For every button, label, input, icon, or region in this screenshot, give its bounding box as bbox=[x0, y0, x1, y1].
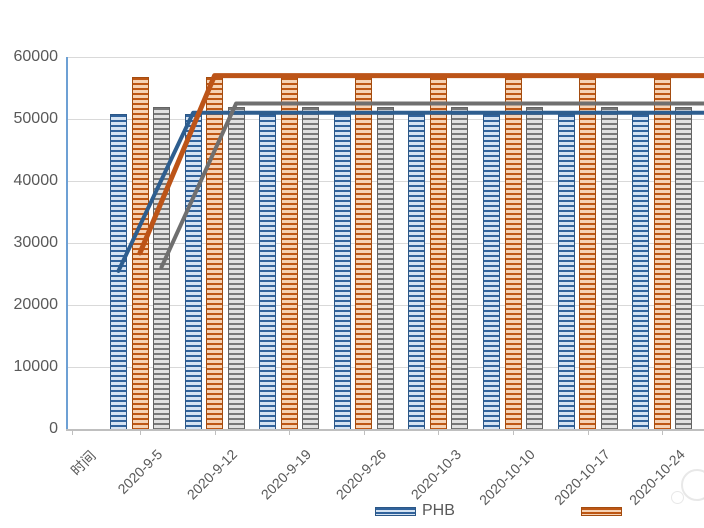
y-tick-label: 20000 bbox=[13, 296, 59, 313]
watermark-circle bbox=[681, 469, 704, 501]
bar-gray-2020-10-17[interactable] bbox=[600, 107, 618, 429]
bar-gray-2020-10-10[interactable] bbox=[526, 107, 543, 429]
x-tick bbox=[363, 430, 365, 435]
y-axis-line bbox=[66, 57, 68, 429]
x-tick bbox=[513, 430, 514, 435]
legend-item-orange[interactable] bbox=[581, 502, 628, 520]
y-tick-label: 0 bbox=[49, 420, 58, 437]
bar-gray-2020-10-3[interactable] bbox=[451, 107, 469, 429]
x-tick bbox=[289, 430, 291, 435]
gridline bbox=[67, 57, 704, 58]
legend-swatch-orange bbox=[581, 506, 622, 516]
legend-swatch-blue bbox=[375, 506, 416, 516]
line-series-orange[interactable] bbox=[137, 73, 704, 256]
bar-gray-2020-9-19[interactable] bbox=[302, 107, 320, 429]
x-tick bbox=[214, 430, 216, 435]
y-tick-label: 60000 bbox=[13, 48, 59, 65]
line-series-gray[interactable] bbox=[159, 101, 704, 270]
y-tick-label: 10000 bbox=[13, 358, 59, 375]
x-tick bbox=[140, 430, 141, 435]
x-tick bbox=[587, 430, 589, 435]
bar-gray-2020-10-24[interactable] bbox=[675, 107, 693, 429]
x-tick bbox=[662, 430, 664, 435]
x-axis-line bbox=[66, 429, 704, 431]
y-tick-label: 40000 bbox=[13, 172, 59, 189]
y-tick-label: 50000 bbox=[13, 110, 59, 127]
legend-label-phb: PHB bbox=[422, 502, 455, 519]
line-series-blue[interactable] bbox=[116, 110, 704, 273]
x-tick bbox=[438, 430, 440, 435]
x-tick bbox=[72, 430, 73, 435]
watermark-circle-small bbox=[671, 491, 684, 504]
y-tick-label: 30000 bbox=[13, 234, 59, 251]
bar-gray-2020-9-26[interactable] bbox=[376, 107, 394, 429]
legend-item-phb[interactable]: PHB bbox=[375, 502, 455, 520]
